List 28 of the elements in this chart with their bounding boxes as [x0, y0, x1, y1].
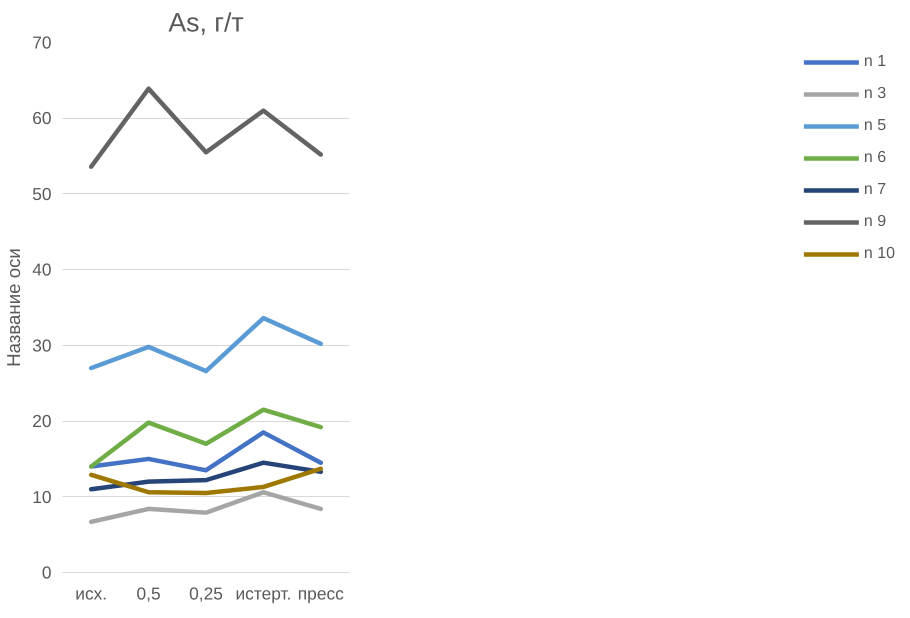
x-tick-label: пресс [298, 584, 344, 604]
line-series [88, 407, 324, 469]
y-tick-label: 50 [32, 184, 52, 204]
x-tick-label: истерт. [235, 584, 292, 604]
y-tick-label: 0 [42, 562, 52, 582]
chart-title: As, г/т [168, 8, 244, 38]
legend-label: n 7 [864, 181, 886, 199]
x-tick-label: 0,25 [189, 584, 223, 604]
line-series [88, 460, 324, 492]
y-tick-label: 70 [32, 32, 52, 52]
x-tick-label: 0,5 [136, 584, 161, 604]
legend-label: n 1 [864, 53, 886, 71]
legend-label: n 6 [864, 149, 886, 167]
line-series [88, 490, 324, 524]
line-series [88, 466, 324, 496]
y-tick-label: 60 [32, 108, 52, 128]
legend-label: n 5 [864, 117, 886, 135]
y-tick-label: 20 [32, 411, 52, 432]
legend-label: n 9 [864, 213, 886, 231]
y-tick-label: 10 [32, 486, 52, 507]
legend-label: n 10 [864, 245, 895, 263]
y-tick-label: 30 [32, 335, 52, 356]
y-axis-title: Название оси [3, 248, 24, 367]
x-tick-label: исх. [75, 584, 108, 604]
legend-label: n 3 [864, 85, 886, 103]
line-series [88, 316, 324, 374]
y-tick-label: 40 [32, 260, 52, 280]
line-series [88, 86, 324, 169]
